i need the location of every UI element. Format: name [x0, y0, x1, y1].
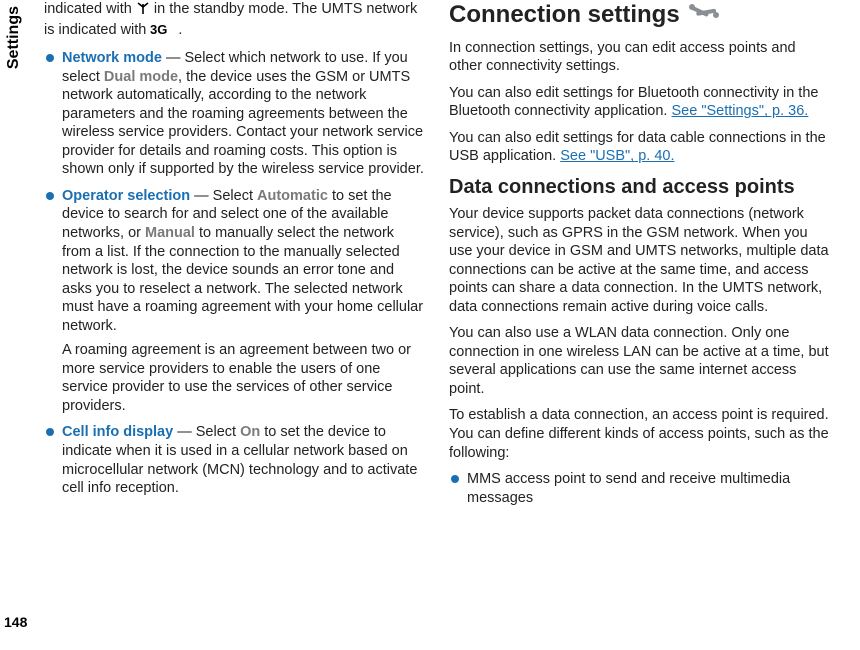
- intro-text-c: .: [178, 22, 182, 38]
- list-item: MMS access point to send and receive mul…: [449, 470, 830, 507]
- left-column: indicated with in the standby mode. The …: [40, 0, 435, 650]
- item-term: Operator selection: [62, 188, 190, 204]
- side-label: Settings: [0, 0, 28, 650]
- item-extra-paragraph: A roaming agreement is an agreement betw…: [62, 341, 425, 415]
- item-term: Network mode: [62, 50, 162, 66]
- item-option: Manual: [145, 225, 195, 241]
- content-columns: indicated with in the standby mode. The …: [40, 0, 850, 650]
- item-option: Dual mode: [104, 69, 178, 85]
- 3g-icon: 3G: [150, 22, 174, 42]
- paragraph: You can also edit settings for data cabl…: [449, 129, 830, 166]
- paragraph: You can also edit settings for Bluetooth…: [449, 84, 830, 121]
- page-number: 148: [4, 614, 27, 630]
- link-usb-p40[interactable]: See "USB", p. 40.: [560, 148, 674, 164]
- intro-paragraph: indicated with in the standby mode. The …: [44, 0, 425, 41]
- paragraph: You can also use a WLAN data connection.…: [449, 324, 830, 398]
- list-item: Operator selection — Select Automatic to…: [44, 187, 425, 416]
- item-option: On: [240, 424, 260, 440]
- data-connections-heading: Data connections and access points: [449, 176, 830, 199]
- paragraph: In connection settings, you can edit acc…: [449, 39, 830, 76]
- item-option: Automatic: [257, 188, 328, 204]
- list-item: Network mode — Select which network to u…: [44, 49, 425, 179]
- connection-settings-heading: Connection settings: [449, 0, 830, 31]
- intro-text-a: indicated with: [44, 1, 136, 17]
- item-text: to manually select the network from a li…: [62, 225, 423, 334]
- paragraph: To establish a data connection, an acces…: [449, 406, 830, 462]
- right-column: Connection settings In connection settin…: [445, 0, 840, 650]
- item-text: — Select: [173, 424, 240, 440]
- side-label-text: Settings: [5, 6, 23, 69]
- svg-text:3G: 3G: [150, 22, 167, 36]
- right-list: MMS access point to send and receive mul…: [449, 470, 830, 507]
- link-settings-p36[interactable]: See "Settings", p. 36.: [671, 103, 808, 119]
- item-text: — Select: [190, 188, 257, 204]
- list-item: Cell info display — Select On to set the…: [44, 423, 425, 497]
- heading-text: Connection settings: [449, 0, 680, 31]
- tools-icon: [688, 0, 722, 31]
- left-list: Network mode — Select which network to u…: [44, 49, 425, 498]
- item-text: MMS access point to send and receive mul…: [467, 471, 790, 506]
- item-term: Cell info display: [62, 424, 173, 440]
- antenna-icon: [136, 1, 150, 21]
- paragraph: Your device supports packet data connect…: [449, 205, 830, 316]
